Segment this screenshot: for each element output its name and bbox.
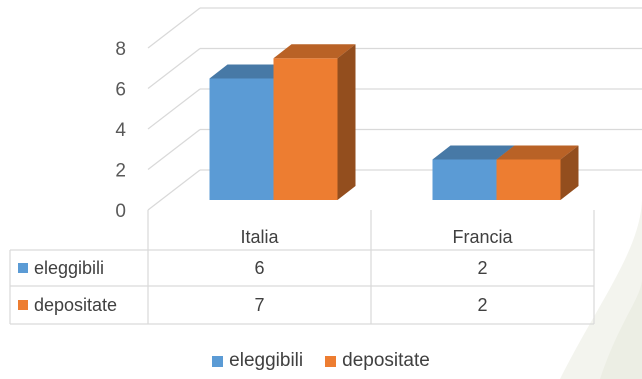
legend-item: eleggibili	[212, 350, 303, 372]
bar-top-face	[273, 44, 356, 59]
y-tick-label: 4	[115, 120, 126, 141]
category-label: Francia	[452, 227, 513, 247]
bar-side-face	[560, 145, 579, 200]
bar-front-face	[209, 78, 274, 200]
gridline-diagonal	[147, 48, 201, 89]
y-tick-label: 2	[115, 161, 126, 182]
table-legend-key	[18, 300, 28, 310]
legend-swatch	[212, 355, 224, 367]
gridline-diagonal	[147, 7, 201, 49]
legend-swatch	[325, 355, 337, 367]
bar-top-face	[209, 64, 292, 79]
legend-label: eleggibili	[229, 350, 304, 371]
y-tick-label: 8	[115, 39, 126, 60]
bars	[209, 44, 579, 200]
y-tick-label: 0	[115, 201, 126, 222]
table-cell-value: 2	[477, 258, 487, 278]
gridline-diagonal	[147, 169, 201, 211]
table-cell-value: 2	[477, 295, 487, 315]
y-tick-label: 6	[115, 80, 126, 101]
bar-depositate-Francia	[496, 145, 579, 200]
y-axis: 0 2 4 6 8	[115, 39, 126, 222]
bar-front-face	[432, 159, 497, 200]
table-cell-value: 6	[254, 258, 264, 278]
bar-depositate-Italia	[273, 44, 356, 200]
legend-label: depositate	[342, 350, 430, 371]
bar-top-face	[496, 145, 579, 160]
bar-top-face	[432, 145, 515, 160]
gridline-diagonal	[147, 88, 201, 130]
table-legend-key	[18, 263, 28, 273]
table-row-label: eleggibili	[34, 258, 104, 278]
bar-front-face	[273, 58, 338, 200]
bar-front-face	[496, 159, 561, 200]
legend-item: depositate	[325, 350, 430, 372]
gridline-diagonal	[147, 129, 201, 170]
table-row-label: depositate	[34, 295, 117, 315]
table-cell-value: 7	[254, 295, 264, 315]
legend: eleggibili depositate	[0, 350, 642, 372]
bar-side-face	[337, 44, 356, 200]
category-label: Italia	[240, 227, 279, 247]
data-table: Italia Francia eleggibili 6 2 depositate 7 2	[9, 210, 595, 325]
